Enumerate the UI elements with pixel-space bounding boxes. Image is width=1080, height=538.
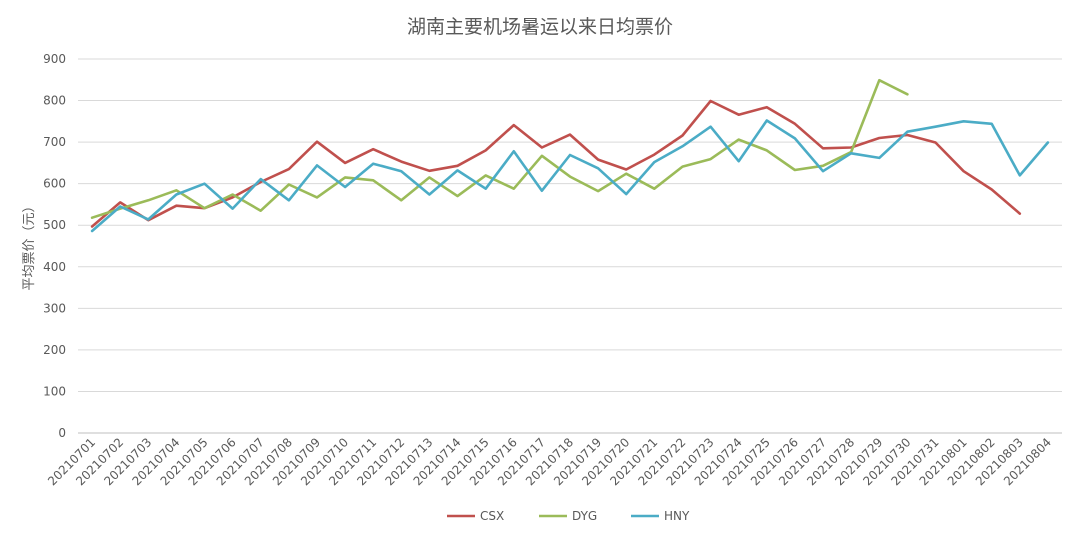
y-tick-label: 400: [43, 260, 66, 274]
legend-label-hny: HNY: [664, 509, 690, 523]
series-line-hny: [90, 119, 1050, 233]
y-tick-label: 200: [43, 343, 66, 357]
gridlines: [78, 58, 1062, 434]
legend: CSX DYG HNY: [447, 509, 690, 523]
x-axis-ticks: 2021070120210702202107032021070420210705…: [45, 435, 1054, 488]
y-tick-label: 500: [43, 218, 66, 232]
y-tick-label: 700: [43, 135, 66, 149]
y-tick-label: 0: [58, 426, 66, 440]
y-tick-label: 800: [43, 94, 66, 108]
y-tick-label: 900: [43, 52, 66, 66]
chart-title: 湖南主要机场暑运以来日均票价: [407, 16, 673, 38]
series-line-dyg: [90, 78, 909, 219]
series-lines: [90, 78, 1050, 233]
y-axis-ticks: 0 100 200 300 400 500 600 700 800 900: [43, 52, 66, 440]
series-line-csx: [90, 99, 1022, 228]
y-axis-label: 平均票价（元）: [22, 199, 37, 290]
legend-label-csx: CSX: [480, 509, 504, 523]
y-tick-label: 300: [43, 301, 66, 315]
legend-label-dyg: DYG: [572, 509, 597, 523]
y-tick-label: 600: [43, 177, 66, 191]
y-tick-label: 100: [43, 384, 66, 398]
